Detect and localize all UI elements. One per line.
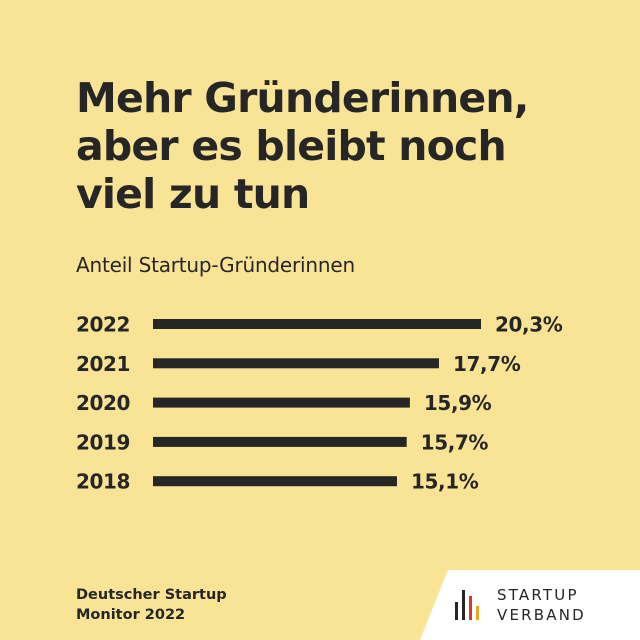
logo-panel-shape [420, 570, 640, 640]
value-label: 15,9% [424, 391, 492, 415]
logo-text: STARTUP VERBAND [497, 585, 586, 625]
value-label: 20,3% [495, 313, 563, 337]
value-label: 15,1% [411, 470, 479, 494]
logo-stripe [455, 602, 458, 620]
chart-subtitle: Anteil Startup-Gründerinnen [76, 253, 355, 277]
bar [153, 319, 481, 329]
value-label: 17,7% [453, 352, 521, 376]
title-line: aber es bleibt noch [76, 122, 507, 170]
logo-stripe [462, 590, 465, 620]
year-label: 2020 [76, 391, 130, 415]
title-line: viel zu tun [76, 170, 310, 218]
startup-verband-logo: STARTUP VERBAND [455, 585, 625, 630]
logo-stripe [469, 596, 472, 620]
logo-line: STARTUP [497, 586, 579, 604]
bar [153, 436, 407, 447]
logo-stripe [476, 606, 479, 620]
value-label: 15,7% [421, 430, 489, 454]
year-label: 2018 [76, 470, 130, 494]
bar [153, 397, 410, 408]
source-line: Monitor 2022 [76, 607, 186, 623]
source-line: Deutscher Startup [76, 587, 227, 603]
year-label: 2022 [76, 313, 130, 337]
page-title: Mehr Gründerinnen, aber es bleibt noch v… [76, 74, 616, 218]
year-label: 2019 [76, 430, 130, 454]
year-label: 2021 [76, 352, 130, 376]
source-note: Deutscher Startup Monitor 2022 [76, 585, 227, 625]
logo-line: VERBAND [497, 606, 586, 624]
title-line: Mehr Gründerinnen, [76, 74, 529, 122]
bar [153, 476, 397, 487]
bar [153, 358, 439, 369]
